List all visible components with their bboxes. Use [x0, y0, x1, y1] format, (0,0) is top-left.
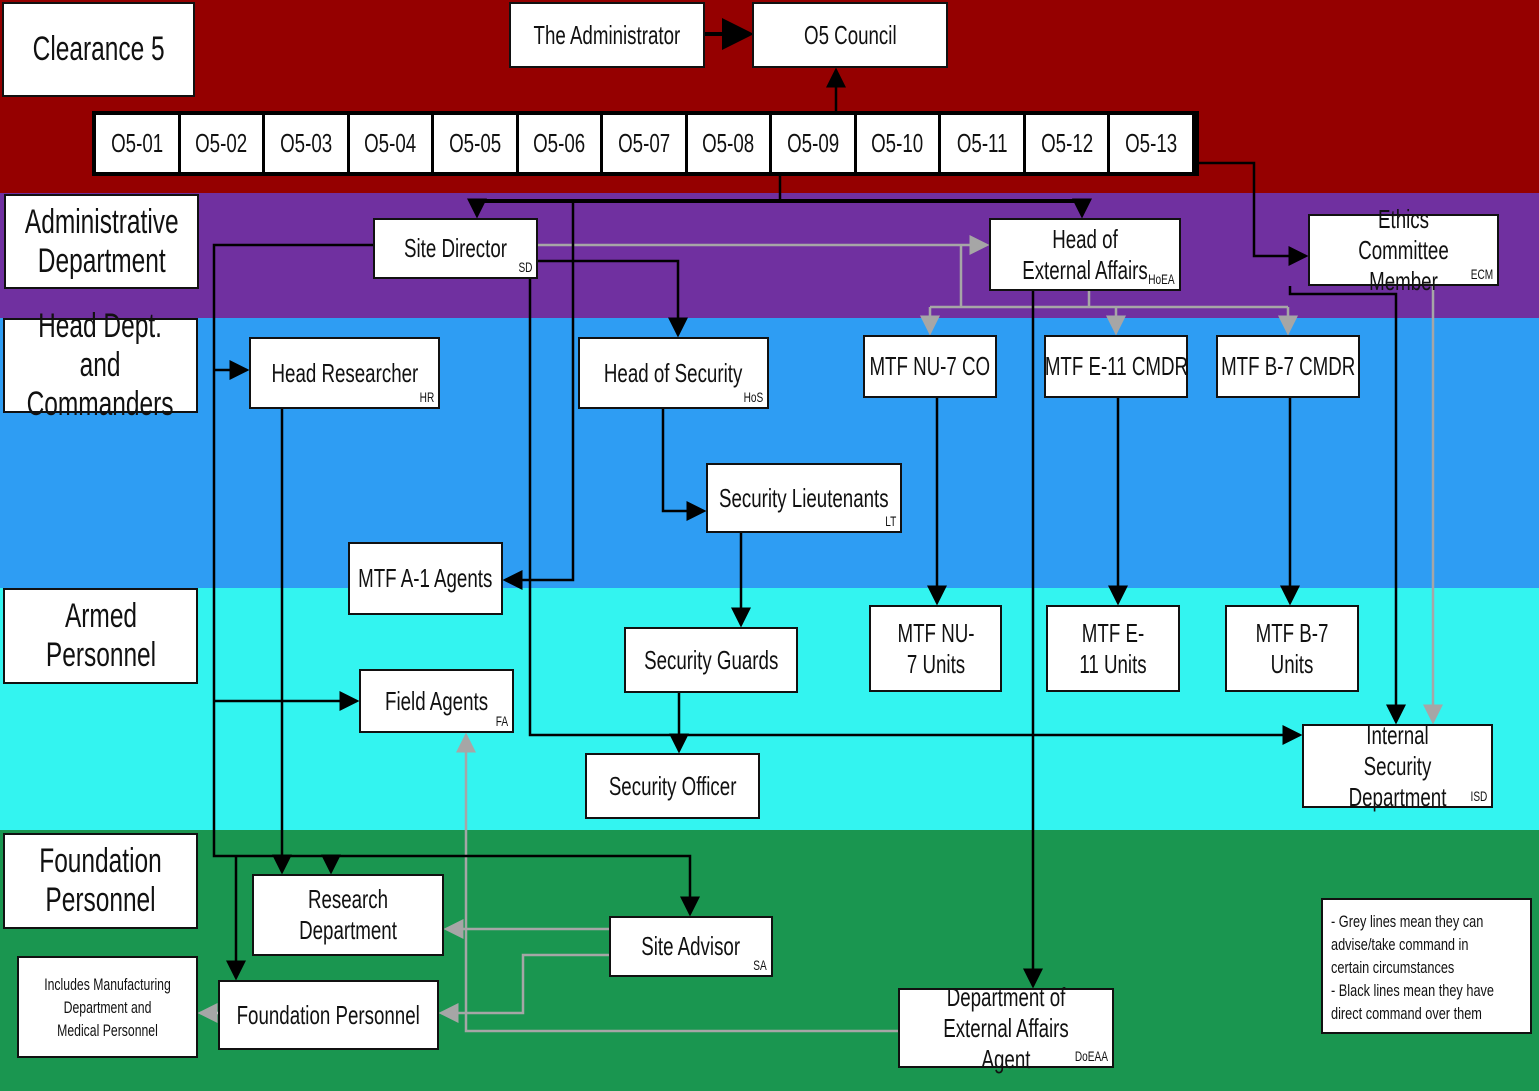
o5-member-cell: O5-01: [96, 115, 178, 172]
node-o5-council: O5 Council: [752, 2, 948, 68]
legend-line: - Grey lines mean they can: [1331, 912, 1484, 931]
legend: - Grey lines mean they can advise/take c…: [1321, 898, 1532, 1034]
o5-member-label: O5-05: [448, 128, 501, 158]
node-research-dept: Research Department: [252, 874, 444, 956]
o5-member-cell: O5-13: [1110, 115, 1192, 172]
o5-members-bar: O5-01 O5-02 O5-03 O5-04 O5-05 O5-06 O5-07 O5-08…: [92, 111, 1199, 176]
node-administrator: The Administrator: [509, 2, 705, 68]
node-mtf-e11-units: MTF E-11 Units: [1046, 605, 1180, 692]
node-security-guards: Security Guards: [624, 627, 798, 693]
o5-member-label: O5-04: [364, 128, 417, 158]
o5-member-cell: O5-12: [1025, 115, 1108, 172]
node-ethics-committee-member: Ethics Committee Member ECM: [1308, 204, 1499, 296]
node-mtf-nu7-units: MTF NU-7 Units: [869, 605, 1002, 692]
legend-line: certain circumstances: [1331, 958, 1455, 977]
node-site-advisor: Site Advisor SA: [609, 916, 773, 977]
node-mtf-b7-cmdr: MTF B-7 CMDR: [1216, 335, 1360, 398]
o5-member-label: O5-11: [956, 128, 1008, 158]
node-doeaa: Department of External Affairs Agent DoEA…: [898, 982, 1114, 1074]
o5-member-label: O5-13: [1125, 128, 1178, 158]
o5-member-cell: O5-03: [265, 115, 347, 172]
o5-member-cell: O5-04: [349, 115, 432, 172]
node-security-officer: Security Officer: [585, 753, 760, 819]
o5-member-label: O5-08: [702, 128, 755, 158]
tier-administrative: Administrative Department: [4, 194, 199, 289]
o5-member-label: O5-09: [787, 128, 840, 158]
node-internal-security-dept: Internal Security Department ISD: [1302, 720, 1493, 812]
grey-line: [438, 953, 609, 1023]
o5-member-cell: O5-02: [180, 115, 263, 172]
node-mtf-a1-agents: MTF A-1 Agents: [348, 542, 503, 615]
legend-line: - Black lines mean they have: [1331, 981, 1495, 1000]
black-line: [538, 259, 688, 338]
o5-member-label: O5-01: [110, 128, 163, 158]
o5-member-cell: O5-10: [856, 115, 939, 172]
o5-member-label: O5-12: [1040, 128, 1093, 158]
black-line: [502, 201, 575, 590]
o5-member-cell: O5-06: [518, 115, 601, 172]
black-line: [1199, 161, 1309, 266]
node-foundation-personnel: Foundation Personnel: [218, 980, 439, 1050]
tier-head-dept: Head Dept. and Commanders: [3, 307, 198, 423]
node-includes-note: Includes Manufacturing Department and Me…: [17, 956, 198, 1058]
tier-armed: Armed Personnel: [3, 588, 198, 684]
grey-line: [456, 732, 898, 1033]
black-line: [212, 243, 700, 917]
o5-member-label: O5-02: [195, 128, 248, 158]
o5-member-cell: O5-07: [603, 115, 685, 172]
black-line: [528, 279, 1303, 745]
o5-member-label: O5-10: [871, 128, 924, 158]
node-head-researcher: Head Researcher HR: [249, 337, 440, 409]
o5-member-cell: O5-09: [772, 115, 854, 172]
black-line: [1288, 286, 1406, 725]
o5-member-cell: O5-11: [941, 115, 1023, 172]
node-head-security: Head of Security HoS: [578, 337, 769, 409]
node-mtf-nu7-co: MTF NU-7 CO: [863, 335, 997, 398]
black-line: [661, 409, 707, 521]
node-head-external-affairs: Head of External Affairs HoEA: [989, 218, 1181, 291]
o5-member-label: O5-06: [533, 128, 586, 158]
o5-member-label: O5-07: [617, 128, 670, 158]
o5-member-label: O5-03: [279, 128, 332, 158]
legend-line: direct command over them: [1331, 1004, 1482, 1023]
node-field-agents: Field Agents FA: [359, 669, 514, 733]
node-site-director: Site Director SD: [373, 218, 538, 279]
tier-clearance5: Clearance 5: [2, 2, 195, 97]
tier-foundation: Foundation Personnel: [3, 833, 198, 929]
node-security-lieutenants: Security Lieutenants LT: [706, 463, 902, 533]
node-mtf-e11-cmdr: MTF E-11 CMDR: [1044, 335, 1188, 398]
legend-line: advise/take command in: [1331, 935, 1469, 954]
o5-member-cell: O5-05: [434, 115, 516, 172]
o5-member-cell: O5-08: [687, 115, 770, 172]
node-mtf-b7-units: MTF B-7 Units: [1225, 605, 1359, 692]
